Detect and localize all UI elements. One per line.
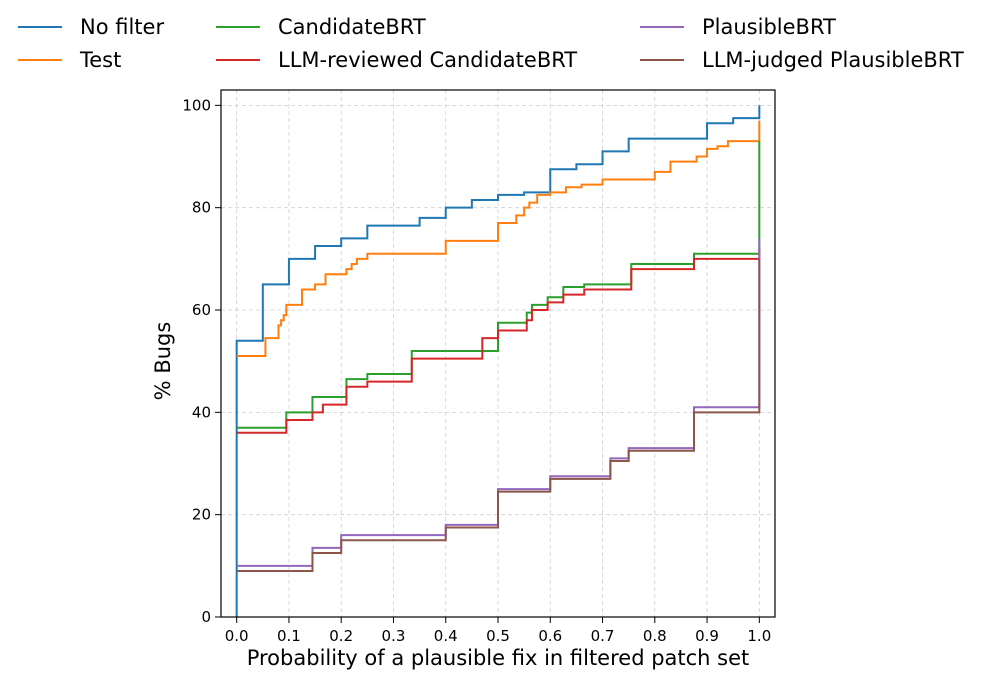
x-tick-label: 1.0 — [747, 627, 771, 645]
x-tick-label: 0.8 — [643, 627, 667, 645]
grid-lines — [221, 90, 775, 618]
y-tick-label: 40 — [192, 403, 211, 421]
legend-label: LLM-judged PlausibleBRT — [702, 48, 964, 72]
y-tick-label: 0 — [201, 608, 211, 626]
x-tick-label: 0.4 — [434, 627, 458, 645]
x-tick-label: 0.7 — [591, 627, 615, 645]
x-tick-label: 0.3 — [382, 627, 406, 645]
legend: No filter Test CandidateBRT LLM-reviewed Ca… — [18, 15, 964, 72]
legend-label: Test — [79, 48, 121, 72]
legend-label: CandidateBRT — [278, 15, 426, 39]
x-tick-label: 0.0 — [225, 627, 249, 645]
x-tick-label: 0.2 — [329, 627, 353, 645]
series-line-2 — [236, 120, 761, 358]
series-line-6 — [236, 258, 761, 572]
x-axis-ticks: 0.0 0.1 0.2 0.3 0.4 0.5 0.6 0.7 0.8 0.9 1.0 — [225, 617, 771, 645]
x-axis-label: Probability of a plausible fix in filter… — [247, 646, 750, 670]
y-tick-label: 20 — [192, 506, 211, 524]
y-tick-label: 60 — [192, 301, 211, 319]
y-tick-label: 100 — [182, 96, 211, 114]
series-line-1 — [235, 105, 761, 617]
x-tick-label: 0.6 — [538, 627, 562, 645]
legend-label: PlausibleBRT — [702, 15, 836, 39]
y-tick-label: 80 — [192, 199, 211, 217]
series-lines — [235, 105, 761, 617]
legend-label: LLM-reviewed CandidateBRT — [278, 48, 577, 72]
x-tick-label: 0.5 — [486, 627, 510, 645]
x-tick-label: 0.9 — [695, 627, 719, 645]
y-axis-ticks: 0 20 40 60 80 100 — [182, 96, 221, 626]
legend-label: No filter — [80, 15, 164, 39]
x-tick-label: 0.1 — [277, 627, 301, 645]
y-axis-label: % Bugs — [151, 322, 175, 401]
series-line-4 — [236, 248, 761, 434]
